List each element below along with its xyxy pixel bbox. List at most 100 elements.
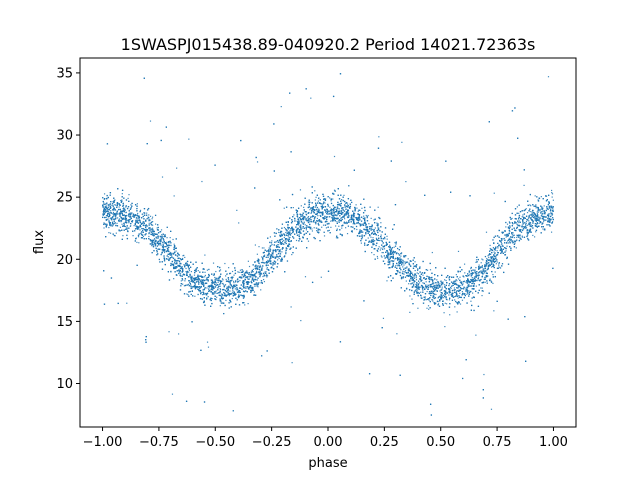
- data-point: [551, 192, 553, 194]
- data-point: [183, 285, 186, 287]
- data-point: [371, 224, 373, 226]
- data-point: [494, 252, 496, 254]
- data-point: [346, 233, 349, 235]
- data-point: [333, 155, 336, 158]
- data-point: [335, 225, 337, 227]
- data-point: [402, 277, 404, 279]
- data-point: [181, 257, 184, 260]
- data-point: [515, 247, 517, 249]
- data-point: [398, 261, 400, 264]
- data-point: [241, 269, 243, 271]
- data-point: [518, 212, 520, 214]
- data-point: [459, 292, 461, 294]
- data-point: [279, 240, 281, 243]
- data-point: [355, 204, 357, 206]
- data-point: [332, 210, 334, 212]
- data-point: [543, 220, 545, 222]
- data-point: [382, 252, 384, 254]
- data-point: [370, 241, 372, 243]
- data-point: [126, 214, 128, 217]
- data-point: [139, 209, 142, 211]
- data-point: [525, 227, 528, 229]
- data-point: [496, 246, 499, 248]
- data-point: [160, 236, 163, 238]
- data-point: [189, 276, 191, 278]
- data-point: [251, 275, 254, 277]
- data-point: [115, 213, 117, 216]
- data-point: [538, 222, 540, 225]
- data-point: [359, 209, 361, 211]
- data-point: [552, 208, 554, 210]
- data-point: [244, 286, 246, 288]
- data-point: [488, 256, 490, 259]
- data-point: [493, 310, 495, 312]
- data-point: [485, 261, 487, 264]
- data-point: [136, 203, 138, 205]
- data-point: [422, 282, 424, 284]
- data-point: [151, 218, 153, 220]
- data-point: [135, 219, 137, 222]
- data-point: [156, 227, 158, 229]
- data-point: [480, 270, 482, 272]
- data-point: [106, 210, 108, 213]
- data-point: [469, 273, 471, 275]
- data-point: [113, 234, 115, 237]
- data-point: [212, 285, 215, 287]
- data-point: [388, 248, 391, 251]
- data-point: [550, 231, 553, 233]
- data-point: [433, 283, 435, 285]
- data-point: [377, 250, 379, 253]
- data-point: [374, 227, 376, 229]
- data-point: [162, 242, 164, 244]
- data-point: [381, 256, 383, 258]
- data-point: [107, 208, 110, 210]
- data-point: [530, 205, 532, 207]
- data-point: [434, 285, 436, 287]
- data-point: [120, 221, 122, 223]
- data-point: [535, 223, 538, 225]
- data-point: [152, 221, 154, 223]
- data-point: [303, 222, 305, 224]
- data-point: [108, 212, 110, 214]
- data-point: [213, 293, 215, 295]
- data-point: [482, 259, 484, 261]
- data-point: [160, 229, 163, 231]
- data-point: [174, 260, 176, 262]
- data-point: [123, 207, 125, 209]
- data-point: [405, 280, 407, 282]
- data-point: [534, 215, 536, 217]
- data-point: [501, 245, 503, 247]
- data-point: [318, 228, 321, 231]
- data-point: [221, 295, 223, 297]
- data-point: [448, 294, 450, 296]
- data-point: [361, 207, 363, 209]
- data-point: [455, 279, 457, 281]
- data-point: [169, 237, 171, 239]
- data-point: [235, 284, 237, 286]
- data-point: [316, 230, 318, 232]
- data-point: [102, 213, 104, 215]
- data-point: [313, 227, 315, 229]
- data-point: [352, 217, 354, 219]
- data-point: [392, 253, 394, 256]
- data-point: [190, 270, 193, 273]
- data-point: [475, 285, 477, 287]
- data-point: [318, 211, 320, 213]
- data-point: [372, 237, 374, 239]
- data-point: [109, 203, 111, 205]
- data-point: [137, 217, 139, 219]
- data-point: [357, 210, 359, 212]
- data-point: [526, 212, 529, 214]
- data-point: [176, 167, 178, 169]
- data-point: [367, 237, 369, 239]
- data-point: [125, 206, 127, 208]
- data-point: [414, 273, 416, 275]
- data-point: [231, 276, 233, 278]
- data-point: [383, 248, 386, 250]
- data-point: [109, 211, 111, 213]
- data-point: [298, 222, 300, 224]
- data-point: [490, 280, 492, 282]
- data-point: [480, 262, 482, 264]
- data-point: [375, 237, 378, 239]
- data-point: [184, 280, 186, 282]
